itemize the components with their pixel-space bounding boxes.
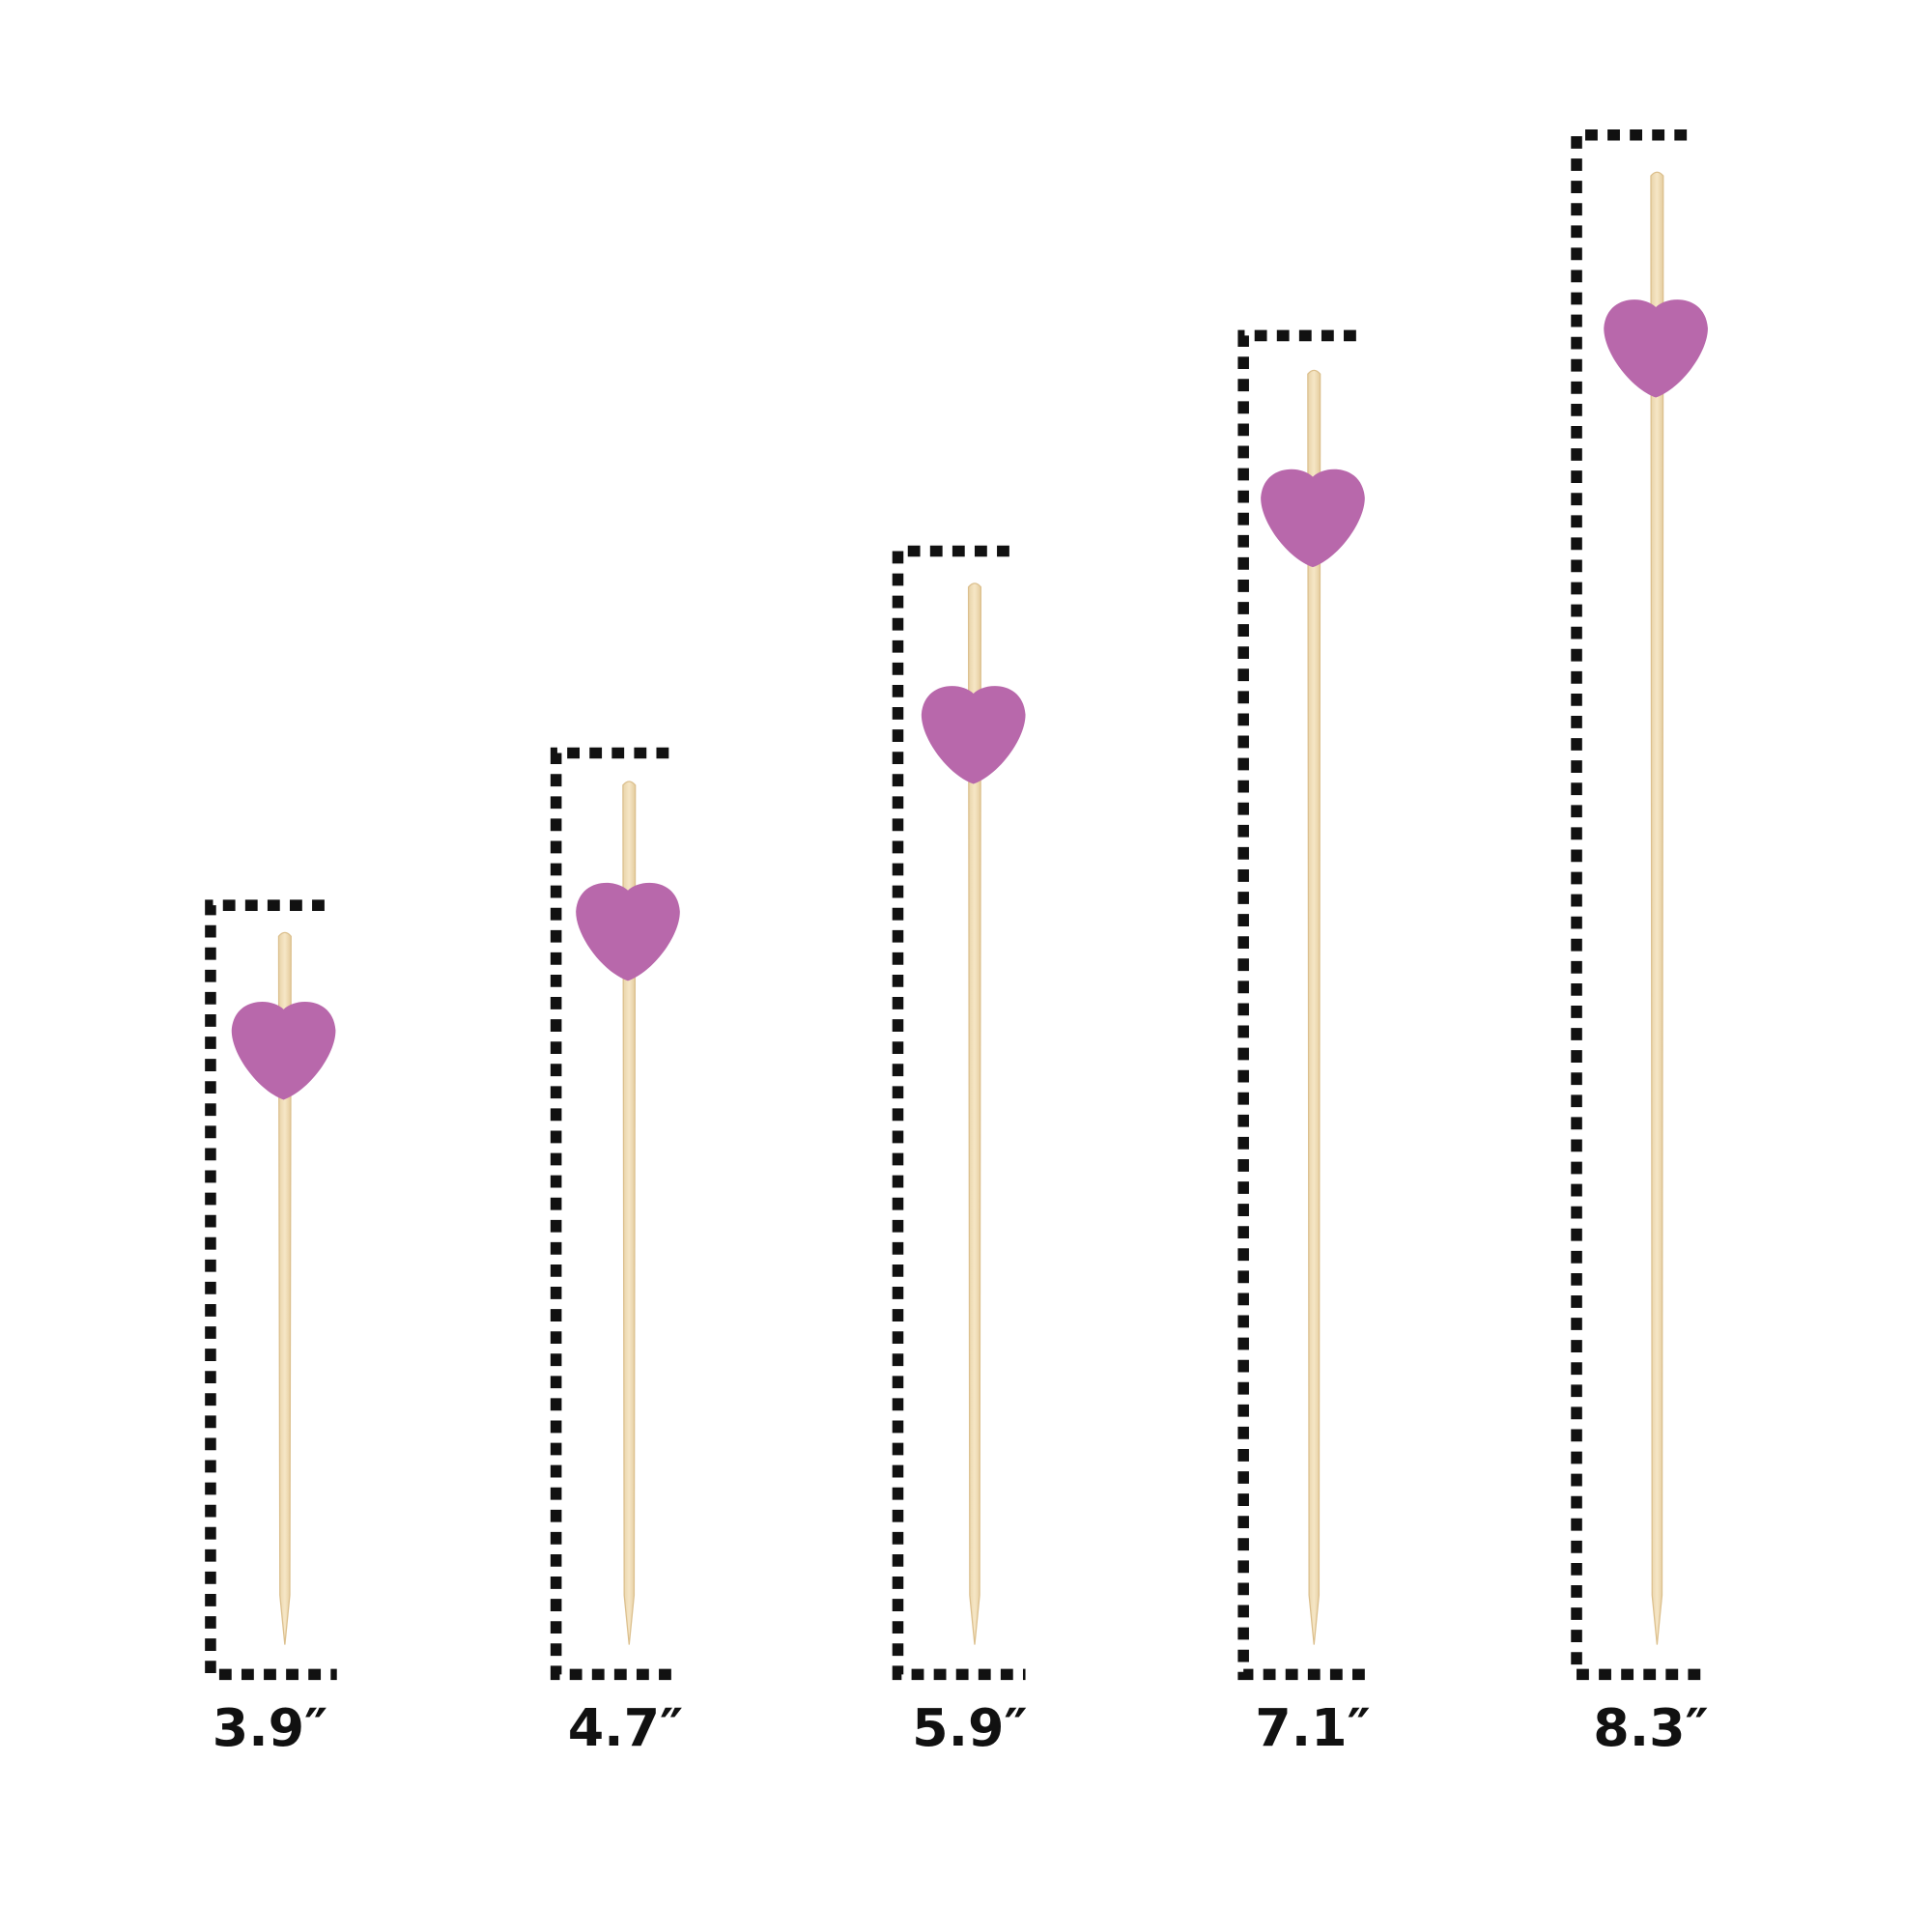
heart-topper bbox=[921, 686, 1026, 784]
skewer-group: 4.7″ bbox=[550, 747, 683, 1758]
heart-topper bbox=[1604, 299, 1708, 398]
skewer-stick bbox=[1307, 369, 1321, 1645]
skewer-group: 5.9″ bbox=[892, 545, 1028, 1758]
size-label: 4.7″ bbox=[568, 1697, 683, 1758]
size-label: 5.9″ bbox=[912, 1697, 1027, 1758]
skewer-group: 3.9″ bbox=[205, 899, 337, 1758]
heart-topper bbox=[1261, 469, 1365, 568]
dimension-bracket bbox=[1237, 329, 1372, 1681]
dimension-bracket bbox=[1571, 128, 1703, 1681]
skewer-group: 8.3″ bbox=[1571, 128, 1709, 1758]
dimension-bracket bbox=[550, 747, 682, 1681]
skewer-stick bbox=[967, 582, 982, 1645]
skewer-stick bbox=[1650, 171, 1664, 1645]
size-label: 7.1″ bbox=[1255, 1697, 1370, 1758]
skewer-stick bbox=[277, 931, 292, 1645]
skewer-stick bbox=[622, 781, 637, 1645]
size-label: 3.9″ bbox=[213, 1697, 327, 1758]
heart-topper bbox=[231, 1002, 336, 1100]
size-label: 8.3″ bbox=[1593, 1697, 1708, 1758]
dimension-bracket bbox=[892, 545, 1026, 1681]
skewer-group: 7.1″ bbox=[1237, 329, 1372, 1758]
heart-topper bbox=[576, 882, 680, 981]
